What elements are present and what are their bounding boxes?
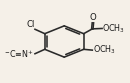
Text: OCH$_3$: OCH$_3$ (93, 44, 116, 56)
Text: O: O (90, 13, 96, 22)
Text: OCH$_3$: OCH$_3$ (102, 22, 126, 35)
Text: Cl: Cl (26, 20, 34, 29)
Text: $^{-}$C$\!\equiv\!$N$^{+}$: $^{-}$C$\!\equiv\!$N$^{+}$ (4, 48, 34, 60)
